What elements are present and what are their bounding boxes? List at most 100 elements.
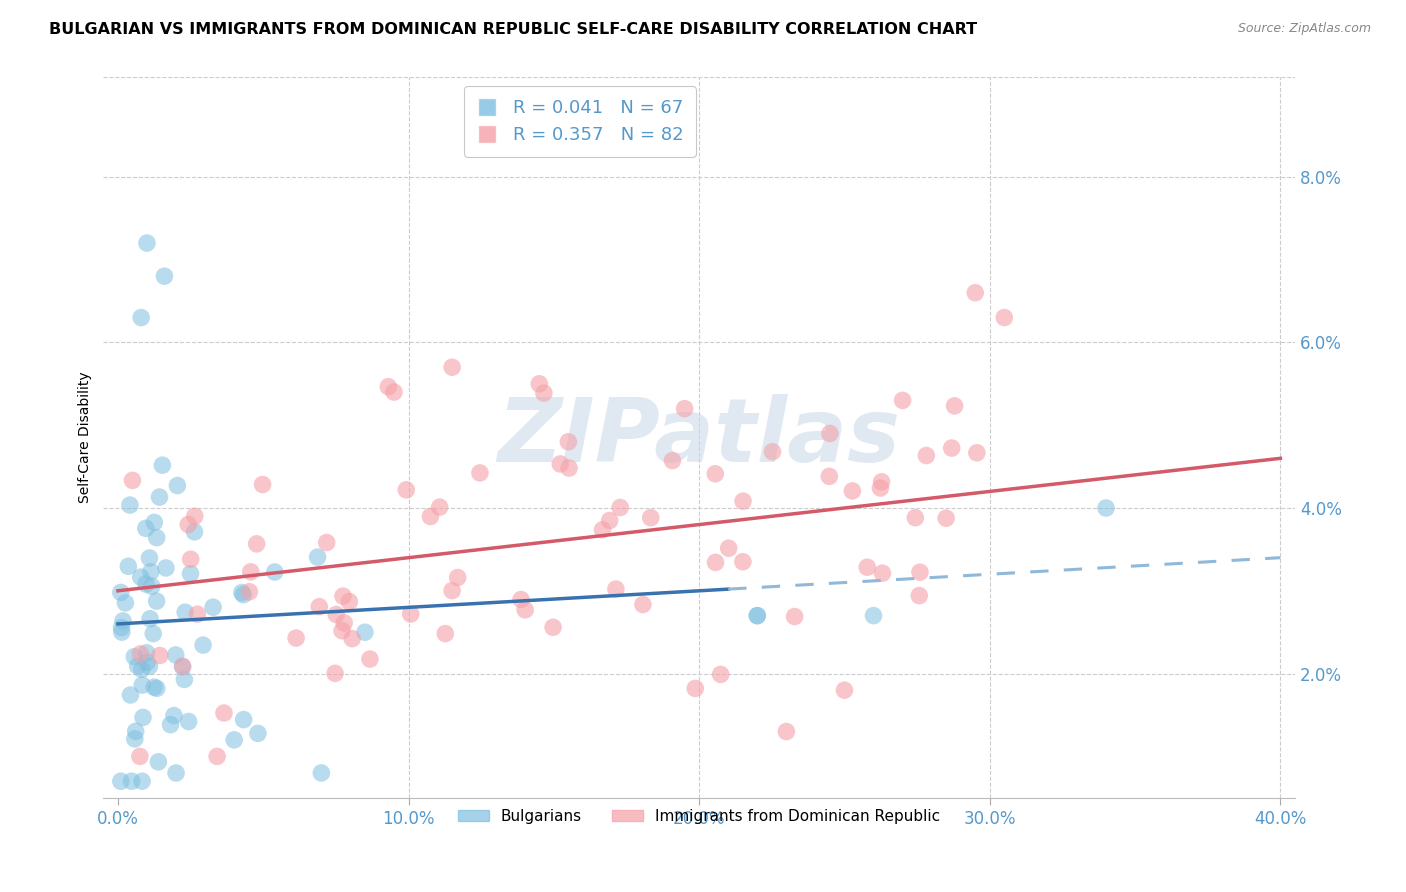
Point: [111, 625, 134, 640]
Point: [180, 566, 202, 581]
Point: [935, 511, 957, 525]
Point: [761, 444, 783, 458]
Point: [382, 385, 405, 400]
Point: [468, 466, 491, 480]
Point: [731, 555, 754, 569]
Point: [111, 614, 134, 628]
Point: [862, 608, 884, 623]
Point: [110, 621, 132, 635]
Point: [717, 541, 740, 556]
Point: [609, 500, 631, 515]
Point: [783, 609, 806, 624]
Point: [143, 516, 166, 530]
Point: [129, 749, 152, 764]
Point: [138, 551, 160, 566]
Point: [125, 724, 148, 739]
Point: [180, 552, 202, 566]
Point: [252, 477, 274, 491]
Point: [238, 584, 260, 599]
Point: [333, 615, 356, 630]
Point: [165, 648, 187, 662]
Point: [131, 774, 153, 789]
Point: [150, 458, 173, 473]
Point: [330, 624, 353, 638]
Point: [177, 714, 200, 729]
Point: [263, 565, 285, 579]
Point: [441, 583, 464, 598]
Point: [399, 607, 422, 621]
Point: [202, 600, 225, 615]
Y-axis label: Self-Care Disability: Self-Care Disability: [79, 372, 93, 503]
Point: [239, 565, 262, 579]
Point: [908, 565, 931, 579]
Point: [441, 360, 464, 375]
Point: [148, 755, 170, 769]
Text: BULGARIAN VS IMMIGRANTS FROM DOMINICAN REPUBLIC SELF-CARE DISABILITY CORRELATION: BULGARIAN VS IMMIGRANTS FROM DOMINICAN R…: [49, 22, 977, 37]
Point: [121, 774, 143, 789]
Text: Source: ZipAtlas.com: Source: ZipAtlas.com: [1237, 22, 1371, 36]
Point: [127, 659, 149, 673]
Point: [131, 662, 153, 676]
Point: [166, 478, 188, 492]
Point: [135, 646, 157, 660]
Point: [747, 608, 769, 623]
Point: [172, 660, 194, 674]
Point: [139, 565, 162, 579]
Point: [315, 535, 337, 549]
Point: [212, 706, 235, 720]
Point: [224, 732, 246, 747]
Point: [124, 731, 146, 746]
Point: [1095, 501, 1118, 516]
Point: [818, 426, 841, 441]
Legend: Bulgarians, Immigrants from Dominican Republic: Bulgarians, Immigrants from Dominican Re…: [451, 803, 946, 830]
Point: [631, 598, 654, 612]
Point: [419, 509, 441, 524]
Point: [146, 681, 169, 696]
Point: [135, 521, 157, 535]
Point: [183, 524, 205, 539]
Point: [177, 517, 200, 532]
Point: [447, 570, 470, 584]
Point: [159, 717, 181, 731]
Point: [640, 510, 662, 524]
Point: [325, 607, 347, 622]
Point: [592, 523, 614, 537]
Point: [285, 631, 308, 645]
Point: [136, 656, 159, 670]
Point: [311, 766, 333, 780]
Point: [135, 577, 157, 591]
Point: [557, 434, 579, 449]
Point: [205, 749, 228, 764]
Point: [149, 648, 172, 663]
Point: [891, 393, 914, 408]
Point: [943, 399, 966, 413]
Point: [395, 483, 418, 497]
Point: [731, 494, 754, 508]
Point: [872, 566, 894, 581]
Text: ZIPatlas: ZIPatlas: [498, 394, 901, 481]
Point: [191, 638, 214, 652]
Point: [132, 710, 155, 724]
Point: [515, 603, 537, 617]
Point: [184, 509, 207, 524]
Point: [337, 594, 360, 608]
Point: [941, 441, 963, 455]
Point: [340, 632, 363, 646]
Point: [232, 588, 254, 602]
Point: [529, 376, 551, 391]
Point: [145, 594, 167, 608]
Point: [533, 386, 555, 401]
Point: [231, 585, 253, 599]
Point: [148, 490, 170, 504]
Point: [673, 401, 696, 416]
Point: [129, 310, 152, 325]
Point: [122, 649, 145, 664]
Point: [966, 446, 988, 460]
Point: [246, 537, 269, 551]
Point: [307, 550, 329, 565]
Point: [129, 647, 152, 661]
Point: [155, 561, 177, 575]
Point: [661, 453, 683, 467]
Point: [118, 498, 141, 512]
Point: [993, 310, 1015, 325]
